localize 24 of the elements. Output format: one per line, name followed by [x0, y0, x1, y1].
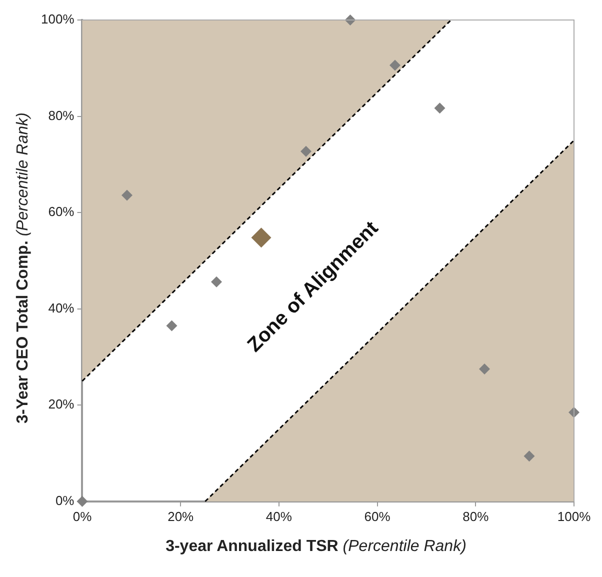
- y-tick-label: 100%: [41, 12, 75, 27]
- y-tick-label: 0%: [55, 492, 75, 508]
- point: [524, 450, 535, 462]
- x-tick-label: 60%: [364, 508, 391, 524]
- y-tick-label: 20%: [48, 396, 75, 412]
- x-axis-title: 3-year Annualized TSR (Percentile Rank): [166, 538, 466, 555]
- point: [390, 60, 401, 71]
- point: [122, 190, 132, 201]
- point: [76, 496, 88, 507]
- y-tick-label: 40%: [48, 300, 75, 316]
- x-tick-label: 0%: [72, 508, 92, 524]
- point: [479, 364, 490, 375]
- point: [434, 102, 446, 114]
- y-tick-label: 80%: [48, 108, 75, 123]
- x-tick-label: 80%: [462, 508, 490, 524]
- y-tick-label: 60%: [48, 204, 75, 220]
- y-axis-title: 3-Year CEO Total Comp. (Percentile Rank): [14, 112, 31, 424]
- x-tick-label: 100%: [557, 508, 592, 524]
- x-tick-label: 40%: [266, 508, 292, 524]
- point: [300, 146, 312, 157]
- point: [166, 320, 178, 332]
- x-tick-label: 20%: [168, 508, 194, 524]
- point: [251, 228, 272, 248]
- point: [210, 276, 222, 288]
